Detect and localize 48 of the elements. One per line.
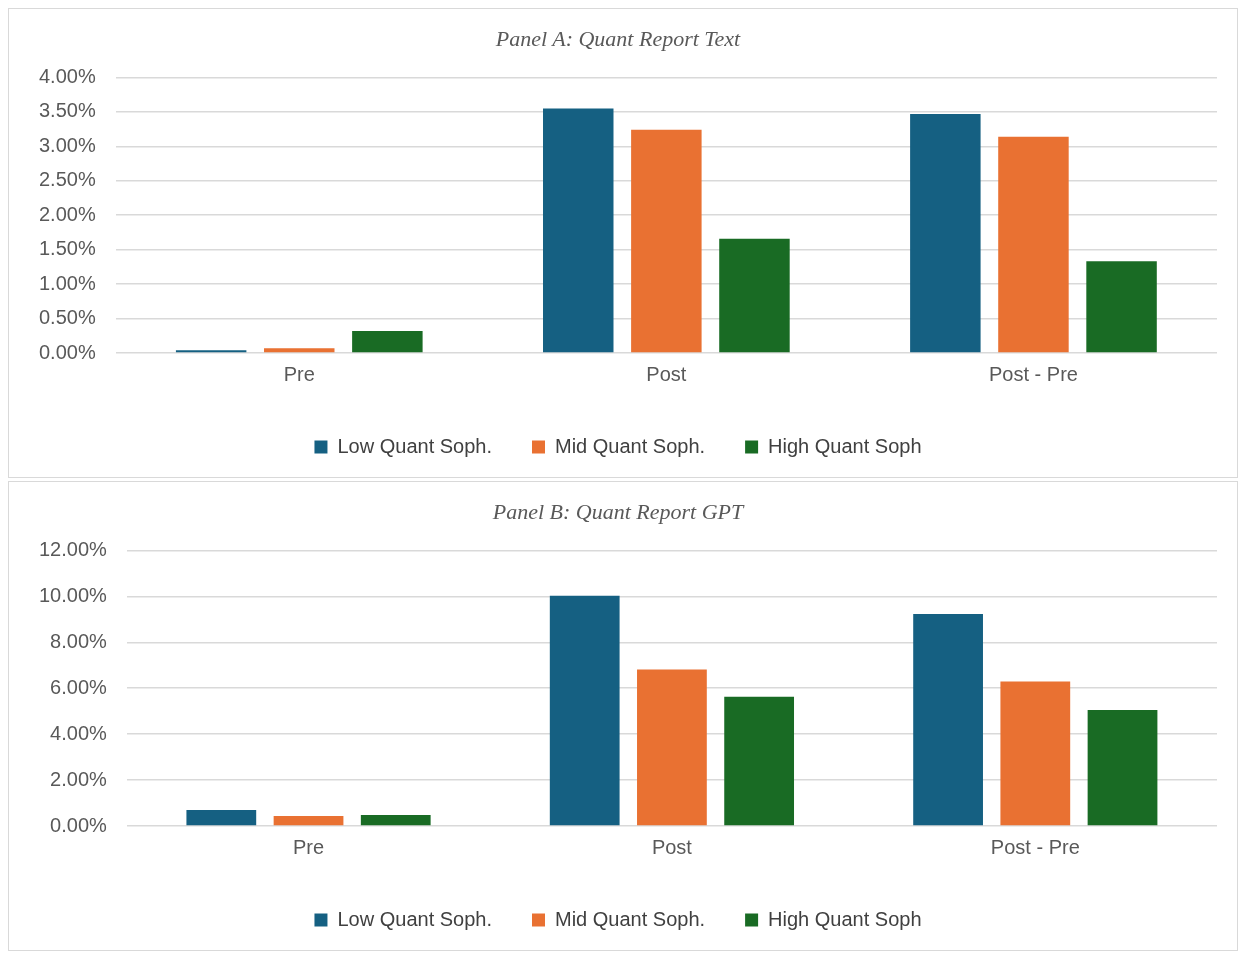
- x-tick-label: Pre: [283, 362, 315, 385]
- x-tick-label: Post - Pre: [988, 362, 1078, 385]
- x-tick-label: Post: [651, 835, 693, 858]
- bar: [1086, 261, 1157, 353]
- bar: [724, 696, 795, 826]
- y-tick-label: 4.00%: [50, 721, 108, 744]
- y-tick-label: 2.00%: [50, 767, 108, 790]
- y-tick-label: 10.00%: [38, 583, 108, 606]
- bar: [543, 108, 614, 353]
- y-tick-label: 1.00%: [38, 271, 96, 294]
- bar: [631, 129, 702, 353]
- bar: [998, 136, 1069, 353]
- legend-label: High Quant Soph: [768, 907, 922, 930]
- legend-label: Mid Quant Soph.: [555, 434, 706, 457]
- y-tick-label: 1.50%: [38, 237, 96, 260]
- y-tick-label: 6.00%: [50, 675, 108, 698]
- bar: [910, 113, 981, 353]
- legend-label: Low Quant Soph.: [337, 907, 493, 930]
- y-tick-label: 12.00%: [38, 537, 108, 560]
- y-tick-label: 8.00%: [50, 629, 108, 652]
- y-tick-label: 3.00%: [38, 133, 96, 156]
- bar: [719, 238, 790, 353]
- bar: [352, 330, 423, 353]
- bar: [264, 348, 335, 353]
- y-tick-label: 0.50%: [38, 306, 96, 329]
- x-tick-label: Pre: [292, 835, 325, 858]
- bar: [913, 614, 983, 826]
- legend-label: Mid Quant Soph.: [555, 907, 706, 930]
- legend-label: High Quant Soph: [768, 434, 922, 457]
- y-tick-label: 2.00%: [38, 202, 96, 225]
- y-tick-label: 3.50%: [38, 99, 96, 122]
- y-tick-label: 4.00%: [38, 64, 96, 87]
- chart-title: Panel A: Quant Report Text: [494, 25, 742, 51]
- chart-title: Panel B: Quant Report GPT: [491, 498, 746, 524]
- bar: [175, 350, 247, 353]
- bar: [637, 669, 707, 826]
- y-tick-label: 2.50%: [38, 168, 96, 191]
- legend-label: Low Quant Soph.: [337, 434, 493, 457]
- bar: [360, 814, 431, 826]
- bar: [549, 595, 620, 826]
- bar: [1087, 710, 1158, 826]
- bar: [1000, 681, 1071, 826]
- y-tick-label: 0.00%: [38, 340, 96, 363]
- x-tick-label: Post - Pre: [990, 835, 1080, 858]
- x-tick-label: Post: [646, 362, 687, 385]
- bar: [186, 809, 257, 826]
- bar: [273, 815, 344, 826]
- y-tick-label: 0.00%: [50, 813, 108, 836]
